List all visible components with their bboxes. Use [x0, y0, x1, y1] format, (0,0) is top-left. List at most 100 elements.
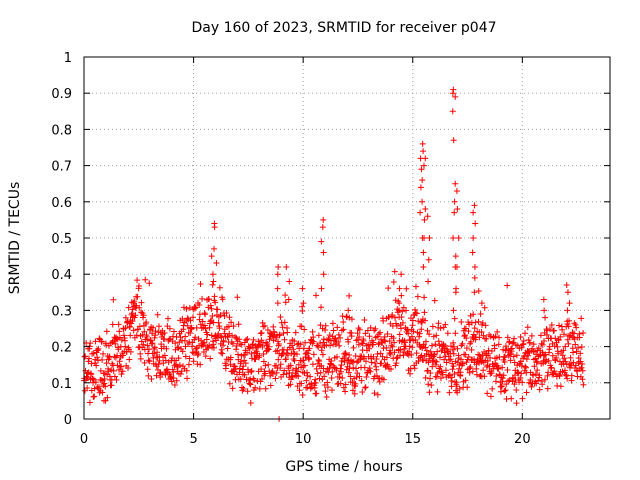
data-point — [425, 381, 432, 388]
data-point — [118, 363, 125, 370]
data-point — [259, 343, 266, 350]
data-point — [579, 376, 586, 383]
data-point — [396, 285, 403, 292]
data-point — [180, 363, 187, 370]
data-point — [528, 332, 535, 339]
data-point — [229, 385, 236, 392]
data-point — [317, 369, 324, 376]
data-point — [115, 321, 122, 328]
data-point — [435, 320, 442, 327]
data-point — [422, 317, 429, 324]
data-point — [100, 350, 107, 357]
data-point — [267, 382, 274, 389]
data-point — [103, 360, 110, 367]
data-point — [534, 358, 541, 365]
data-point — [472, 319, 479, 326]
data-point — [185, 361, 192, 368]
data-point — [579, 360, 586, 367]
data-point — [423, 347, 430, 354]
data-point — [536, 386, 543, 393]
data-point — [124, 319, 131, 326]
data-point — [489, 385, 496, 392]
data-point — [449, 366, 456, 373]
y-tick-label: 0.1 — [51, 377, 72, 392]
data-point — [337, 334, 344, 341]
data-point — [99, 356, 106, 363]
data-point — [280, 371, 287, 378]
data-point — [284, 351, 291, 358]
data-point — [184, 375, 191, 382]
data-point — [563, 372, 570, 379]
data-point — [211, 293, 218, 300]
data-point — [262, 362, 269, 369]
data-point — [561, 355, 568, 362]
data-point — [275, 356, 282, 363]
data-point — [148, 340, 155, 347]
data-point — [571, 335, 578, 342]
data-point — [161, 352, 168, 359]
data-point — [462, 351, 469, 358]
data-point — [274, 300, 281, 307]
data-point — [313, 292, 320, 299]
data-point — [299, 391, 306, 398]
data-point — [300, 300, 307, 307]
data-point — [446, 389, 453, 396]
data-point — [183, 367, 190, 374]
data-point — [243, 336, 250, 343]
data-point — [144, 336, 151, 343]
data-point — [144, 342, 151, 349]
data-point — [154, 311, 161, 318]
data-point — [428, 342, 435, 349]
data-point — [477, 311, 484, 318]
data-point — [570, 349, 577, 356]
data-point — [212, 299, 219, 306]
data-point — [322, 326, 329, 333]
data-point — [374, 391, 381, 398]
data-point — [507, 357, 514, 364]
data-point — [431, 351, 438, 358]
data-point — [284, 329, 291, 336]
data-point — [334, 324, 341, 331]
data-point — [398, 271, 405, 278]
data-point — [276, 331, 283, 338]
data-point — [471, 325, 478, 332]
data-point — [260, 323, 267, 330]
y-tick-label: 0.2 — [51, 341, 72, 356]
data-point — [502, 387, 509, 394]
data-point — [467, 364, 474, 371]
data-point — [534, 367, 541, 374]
data-point — [458, 319, 465, 325]
data-point — [542, 351, 549, 358]
data-point — [408, 351, 415, 358]
data-point — [471, 289, 478, 296]
data-point — [232, 366, 239, 373]
data-point — [552, 335, 559, 342]
data-point — [412, 306, 419, 313]
data-point — [236, 365, 243, 372]
data-point — [318, 285, 325, 292]
data-point — [546, 343, 553, 350]
data-point — [218, 349, 225, 356]
data-point — [343, 313, 350, 320]
data-point — [579, 367, 586, 374]
data-point — [424, 213, 431, 220]
data-point — [287, 362, 294, 369]
data-point — [532, 371, 539, 378]
data-point — [252, 356, 259, 363]
data-point — [307, 373, 314, 380]
data-point — [471, 263, 478, 270]
data-point — [141, 328, 148, 335]
data-point — [240, 385, 247, 392]
data-point — [93, 362, 100, 369]
data-point — [481, 304, 488, 311]
data-point — [429, 363, 436, 370]
x-tick-label: 5 — [189, 432, 197, 447]
data-point — [371, 327, 378, 334]
data-point — [218, 334, 225, 341]
data-point — [387, 351, 394, 358]
data-point — [231, 363, 238, 370]
data-point — [209, 312, 216, 319]
data-point — [216, 284, 223, 291]
data-point — [323, 341, 330, 348]
data-point — [456, 385, 463, 392]
